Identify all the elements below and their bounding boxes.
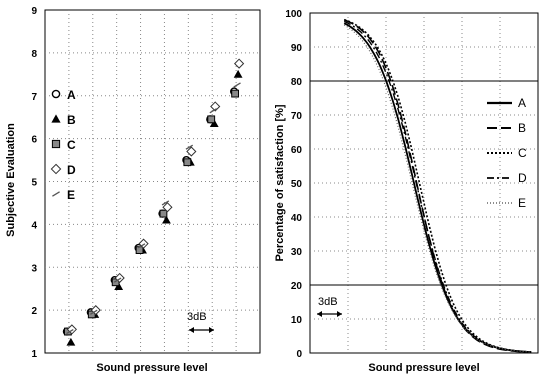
left-data-points — [62, 58, 245, 346]
left-y-tick-label: 6 — [31, 135, 37, 146]
data-point-c — [159, 209, 168, 218]
right-series-lines — [343, 18, 532, 354]
right-y-tick-label: 100 — [285, 9, 302, 20]
data-point-e — [209, 108, 217, 114]
right-y-tick-label: 40 — [291, 213, 303, 224]
right-y-tick-label: 20 — [291, 281, 303, 292]
legend-marker-c — [51, 139, 61, 149]
data-point-d — [210, 101, 221, 112]
series-line-a — [343, 22, 532, 353]
left-y-tick-label: 4 — [31, 220, 37, 231]
series-line-c — [343, 18, 532, 353]
right-3db-label: 3dB — [318, 296, 338, 308]
data-point-d — [162, 202, 173, 213]
right-y-tick-label: 10 — [291, 315, 303, 326]
series-line-d — [343, 20, 532, 353]
legend-label-a: A — [518, 96, 526, 110]
legend-marker-e — [52, 191, 60, 197]
legend-label-c: C — [518, 146, 527, 160]
left-y-tick-label: 7 — [31, 92, 37, 103]
data-point-e — [113, 277, 122, 283]
left-grid — [45, 10, 260, 353]
left-y-axis-label: Subjective Evaluation — [5, 123, 17, 237]
data-point-d — [234, 58, 245, 69]
data-point-e — [161, 200, 170, 206]
right-y-tick-label: 80 — [291, 77, 303, 88]
legend-label-b: B — [518, 121, 526, 135]
data-point-c — [231, 89, 240, 98]
data-point-e — [90, 309, 98, 315]
right-y-tick-label: 30 — [291, 247, 303, 258]
right-grid — [310, 13, 538, 353]
left-3db-label: 3dB — [187, 311, 207, 323]
left-y-tick-label: 9 — [31, 6, 37, 17]
right-3db-arrow — [317, 311, 342, 317]
left-y-tick-label: 2 — [31, 306, 37, 317]
data-point-b — [66, 337, 76, 346]
left-y-tick-label: 8 — [31, 49, 37, 60]
series-line-b — [343, 19, 532, 354]
legend-label-b: B — [67, 113, 76, 127]
right-y-tick-label: 70 — [291, 111, 303, 122]
right-y-tick-label: 50 — [291, 179, 303, 190]
left-x-axis-label: Sound pressure level — [96, 362, 207, 374]
data-point-d — [66, 324, 77, 335]
data-point-d — [186, 146, 197, 157]
left-y-tick-labels: 1 2 3 4 5 6 7 8 9 — [31, 6, 37, 360]
left-3db-arrow — [189, 327, 214, 333]
legend-label-e: E — [67, 188, 75, 202]
data-point-e — [137, 243, 146, 249]
right-y-tick-labels: 0 10 20 30 40 50 60 70 80 90 100 — [285, 9, 302, 360]
left-y-tick-label: 1 — [31, 349, 37, 360]
data-point-c — [183, 158, 192, 167]
right-y-axis-label: Percentage of satisfaction [%] — [274, 104, 286, 261]
right-y-tick-label: 0 — [296, 349, 302, 360]
right-y-tick-label: 60 — [291, 145, 303, 156]
legend-label-d: D — [518, 171, 527, 185]
legend-marker-d — [50, 163, 62, 175]
data-point-e — [185, 144, 194, 150]
legend-label-c: C — [67, 138, 76, 152]
legend-marker-a — [51, 89, 61, 99]
data-point-b — [162, 215, 171, 224]
right-x-axis-label: Sound pressure level — [368, 362, 479, 374]
data-point-e — [233, 82, 241, 88]
right-y-tick-label: 90 — [291, 43, 303, 54]
legend-label-e: E — [518, 196, 526, 210]
series-line-e — [343, 24, 532, 353]
data-point-b — [233, 69, 243, 78]
legend-label-a: A — [67, 88, 76, 102]
legend-marker-b — [51, 114, 61, 123]
left-y-tick-label: 5 — [31, 178, 37, 189]
data-point-c — [207, 115, 216, 124]
legend-label-d: D — [67, 163, 76, 177]
left-y-tick-label: 3 — [31, 263, 37, 274]
data-point-e — [66, 328, 74, 335]
